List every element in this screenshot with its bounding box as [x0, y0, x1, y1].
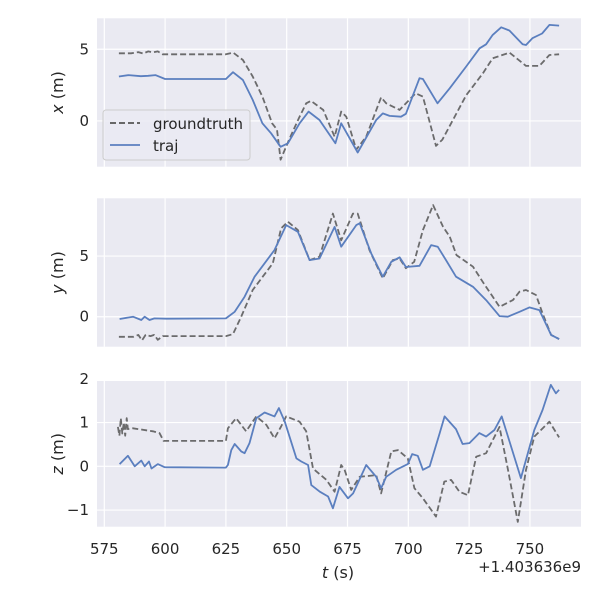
y-axis-label: x (m)	[48, 71, 67, 115]
series-traj-line	[118, 384, 560, 510]
x-tick-label: 650	[272, 540, 301, 558]
y-axis-label: z (m)	[48, 433, 67, 476]
series-traj-line	[118, 24, 560, 154]
x-axis-label: t (s)	[322, 563, 354, 582]
x-tick-label: 575	[90, 540, 119, 558]
y-axis-label-var: z	[48, 466, 67, 476]
x-tick-label: 750	[516, 540, 545, 558]
y-tick-label: 1	[79, 414, 89, 432]
series-traj-line	[119, 222, 560, 340]
x-axis-label-var: t	[322, 563, 329, 582]
y-tick-label: −1	[67, 501, 89, 519]
series-groundtruth-line	[118, 204, 560, 342]
y-tick-label: 0	[79, 457, 89, 475]
y-axis-label-var: x	[48, 104, 67, 115]
y-axis-label-unit: (m)	[48, 251, 67, 284]
subplot-z: 575 600 625 650 675 700 725 750 −1 0 1 2 z (m)	[48, 370, 581, 558]
series-groundtruth-line	[118, 50, 560, 161]
y-axis-label: y (m)	[48, 251, 67, 295]
x-offset-label: +1.403636e9	[478, 558, 581, 576]
subplot-y: 0 5 y (m)	[48, 198, 581, 347]
y-tick-label: 2	[79, 370, 89, 388]
legend-groundtruth-label: groundtruth	[153, 115, 243, 133]
y-axis-label-unit: (m)	[48, 433, 67, 466]
series-groundtruth-line	[117, 415, 560, 523]
y-tick-label: 5	[79, 247, 89, 265]
plot-area	[97, 381, 581, 527]
x-tick-label: 625	[212, 540, 241, 558]
plot-area	[97, 198, 581, 347]
y-axis-label-unit: (m)	[48, 71, 67, 104]
y-tick-label: 5	[79, 40, 89, 58]
x-tick-label: 725	[455, 540, 484, 558]
legend-traj-label: traj	[153, 137, 178, 155]
y-tick-label: 0	[79, 308, 89, 326]
y-tick-label: 0	[79, 112, 89, 130]
y-axis-label-var: y	[48, 284, 67, 295]
x-tick-label: 700	[394, 540, 423, 558]
x-tick-label: 600	[151, 540, 180, 558]
x-axis-label-unit: (s)	[328, 563, 354, 582]
legend: groundtruth traj	[102, 109, 251, 161]
x-tick-label: 675	[333, 540, 362, 558]
